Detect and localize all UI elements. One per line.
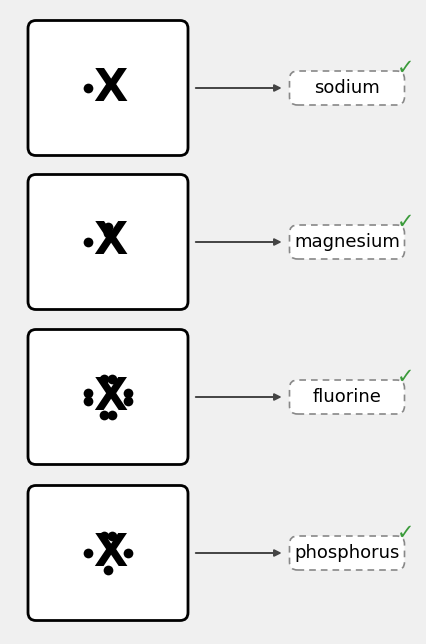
FancyBboxPatch shape (28, 175, 187, 310)
Text: X: X (93, 220, 127, 263)
Text: fluorine: fluorine (312, 388, 380, 406)
Text: ✓: ✓ (396, 212, 413, 232)
FancyBboxPatch shape (289, 536, 403, 570)
Text: X: X (93, 66, 127, 109)
Text: ✓: ✓ (396, 367, 413, 387)
Text: X: X (93, 375, 127, 419)
Text: phosphorus: phosphorus (294, 544, 399, 562)
Text: sodium: sodium (314, 79, 379, 97)
FancyBboxPatch shape (28, 486, 187, 621)
Text: ✓: ✓ (396, 523, 413, 543)
Text: X: X (93, 531, 127, 574)
FancyBboxPatch shape (289, 225, 403, 259)
Text: magnesium: magnesium (294, 233, 399, 251)
FancyBboxPatch shape (28, 21, 187, 155)
Text: ✓: ✓ (396, 58, 413, 78)
FancyBboxPatch shape (28, 330, 187, 464)
FancyBboxPatch shape (289, 380, 403, 414)
FancyBboxPatch shape (289, 71, 403, 105)
